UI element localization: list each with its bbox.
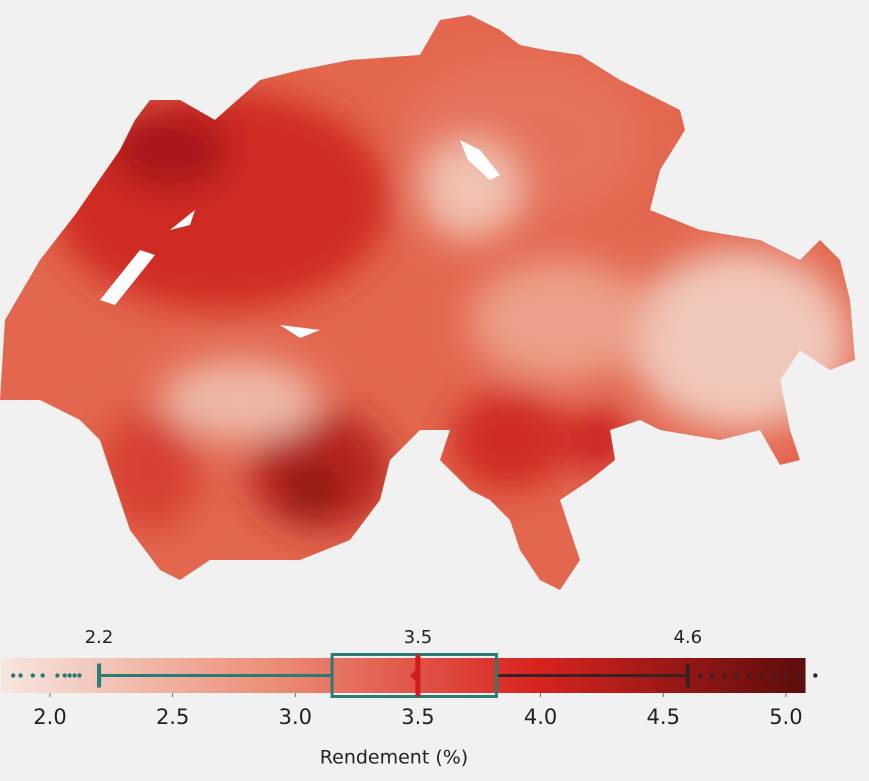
whisker-high-label: 4.6 [673, 627, 702, 648]
outlier [55, 673, 60, 678]
outlier [30, 673, 36, 678]
outlier [813, 673, 818, 678]
map [0, 15, 855, 590]
outlier [746, 673, 752, 678]
outlier [67, 673, 72, 678]
outlier [11, 673, 16, 678]
outlier [40, 673, 45, 678]
x-tick-label: 5.0 [769, 705, 802, 729]
outlier [72, 673, 77, 678]
outlier [771, 673, 776, 678]
outlier [759, 673, 764, 678]
outlier [77, 673, 82, 678]
x-tick-label: 4.0 [524, 705, 557, 729]
x-tick-label: 2.0 [33, 705, 66, 729]
x-tick-label: 4.5 [647, 705, 680, 729]
outlier [783, 673, 789, 678]
outlier [710, 673, 715, 678]
x-tick-label: 2.5 [156, 705, 189, 729]
whisker-low-label: 2.2 [85, 627, 114, 648]
mean-marker [409, 667, 418, 684]
box [330, 653, 498, 698]
outlier [18, 673, 23, 678]
axis-title: Rendement (%) [320, 747, 468, 769]
outlier [795, 673, 801, 678]
outlier [62, 673, 67, 678]
x-tick-label: 3.0 [279, 705, 312, 729]
median-label: 3.5 [404, 627, 433, 648]
outlier [697, 673, 703, 678]
x-tick-label: 3.5 [401, 705, 434, 729]
outlier [722, 673, 727, 678]
outlier [734, 673, 740, 678]
